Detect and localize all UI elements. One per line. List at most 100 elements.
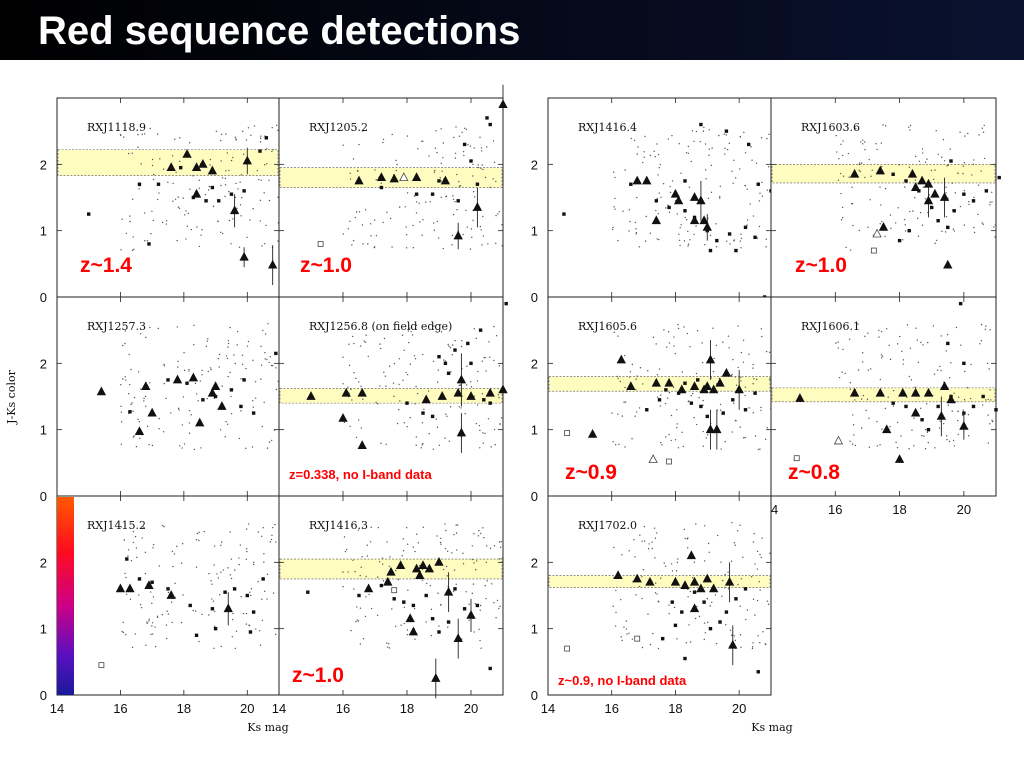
field-dot [638, 246, 641, 248]
data-point-triangle [632, 175, 642, 185]
field-dot [165, 223, 167, 225]
field-dot [659, 163, 661, 166]
field-dot [910, 379, 913, 381]
field-dot [436, 381, 439, 383]
field-dot [861, 143, 864, 145]
field-dot [188, 409, 191, 412]
field-dot [415, 324, 418, 327]
field-dot [628, 550, 630, 552]
field-dot [991, 419, 993, 421]
field-dot [470, 228, 473, 230]
field-dot [864, 149, 866, 151]
field-dot [685, 152, 688, 154]
field-dot [493, 428, 496, 431]
field-dot [189, 188, 191, 190]
field-dot [259, 644, 262, 646]
panel-name: RXJ1256.8 (on field edge) [309, 320, 452, 333]
field-dot [271, 126, 273, 129]
panel-rxj1603-6: RXJ1603.6z~1.0 [770, 97, 1001, 298]
field-dot [413, 608, 416, 610]
field-dot [894, 222, 897, 224]
field-dot [482, 235, 485, 237]
field-dot [132, 410, 134, 413]
field-dot [756, 599, 759, 602]
field-dot [139, 603, 142, 606]
field-dot [628, 632, 630, 635]
field-dot [937, 153, 939, 155]
field-dot [689, 590, 692, 593]
field-dot [704, 632, 707, 634]
field-dot [177, 366, 179, 368]
field-dot [946, 438, 948, 441]
field-dot [655, 209, 657, 212]
field-dot [122, 621, 124, 623]
field-dot [402, 549, 405, 552]
field-dot [740, 237, 743, 240]
field-dot [438, 625, 440, 627]
field-dot [380, 442, 382, 445]
field-dot [456, 208, 458, 211]
field-dot [429, 201, 431, 203]
data-point-square [264, 136, 269, 140]
field-dot [748, 407, 750, 409]
field-dot [130, 403, 132, 406]
field-dot [342, 144, 344, 146]
field-dot [649, 154, 652, 157]
field-dot [376, 614, 379, 617]
field-dot [760, 556, 762, 559]
field-dot [855, 127, 857, 130]
field-dot [354, 570, 356, 573]
field-dot [693, 233, 695, 236]
field-dot [690, 394, 692, 397]
field-dot [407, 589, 409, 591]
field-dot [739, 634, 742, 636]
field-dot [451, 244, 453, 246]
field-dot [840, 219, 843, 221]
field-dot [615, 611, 617, 613]
field-dot [405, 247, 408, 249]
field-dot [347, 228, 350, 230]
field-dot [440, 196, 443, 199]
field-dot [406, 633, 409, 636]
field-dot [930, 169, 933, 172]
field-dot [473, 147, 475, 149]
field-dot [163, 526, 165, 528]
field-dot [737, 325, 739, 327]
field-dot [275, 367, 277, 369]
field-dot [124, 342, 126, 345]
field-dot [765, 350, 768, 353]
field-dot [406, 629, 409, 631]
field-dot [648, 543, 651, 545]
field-dot [144, 395, 147, 398]
field-dot [245, 528, 248, 530]
field-dot [259, 220, 262, 222]
data-point-triangle [195, 417, 205, 427]
field-dot [744, 152, 747, 154]
field-dot [135, 445, 138, 448]
field-dot [345, 548, 348, 551]
panel-frame [56, 495, 280, 696]
data-point-triangle [456, 374, 467, 384]
field-dot [837, 347, 839, 349]
data-point-triangle [680, 580, 690, 589]
data-point-triangle [708, 384, 719, 394]
field-dot [149, 326, 151, 329]
field-dot [234, 362, 236, 365]
field-dot [842, 175, 845, 177]
field-dot [762, 631, 764, 633]
field-dot [734, 639, 737, 642]
field-dot [691, 130, 694, 132]
field-dot [642, 383, 644, 385]
field-dot [742, 361, 745, 363]
field-dot [838, 158, 840, 160]
field-dot [875, 143, 877, 145]
field-dot [917, 361, 920, 364]
panel-name: RXJ1606.1 [801, 320, 860, 333]
field-dot [138, 420, 141, 423]
field-dot [986, 362, 989, 365]
data-point-triangle [357, 387, 367, 397]
field-dot [704, 143, 707, 145]
field-dot [613, 206, 615, 208]
field-dot [185, 210, 187, 212]
field-dot [918, 160, 921, 163]
